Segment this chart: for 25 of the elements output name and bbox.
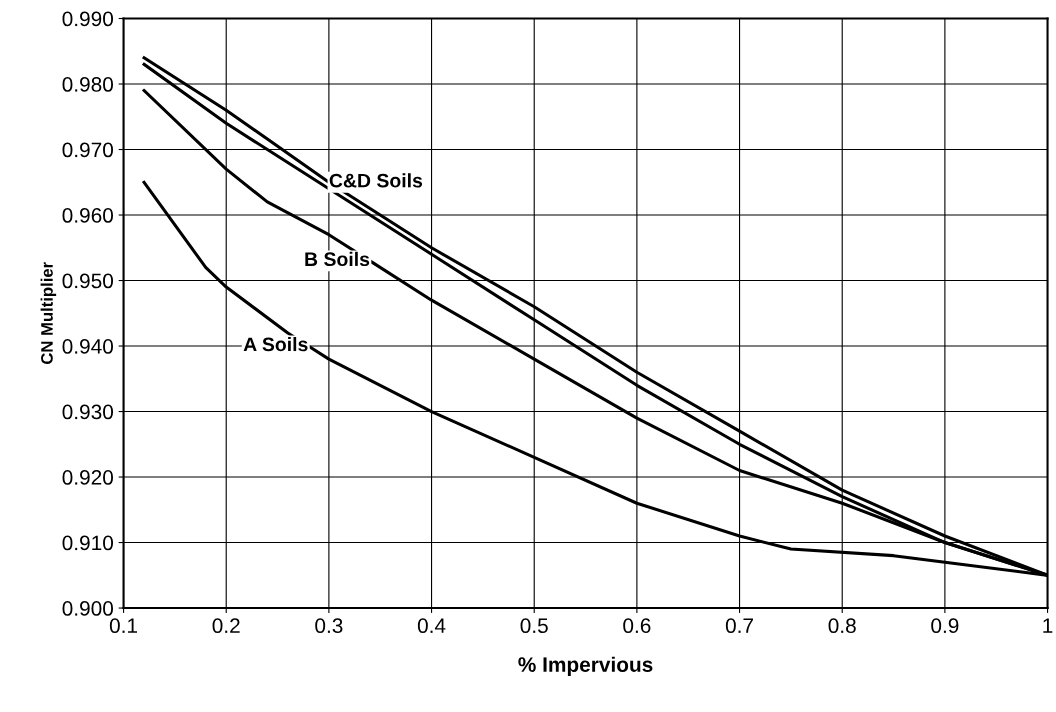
x-tick-label: 0.3 [315,618,343,634]
annotation: C&D Soils [329,173,423,188]
y-tick-label: 0.940 [62,339,114,354]
y-tick-label: 0.990 [62,11,114,27]
x-tick-label: 0.4 [417,618,446,634]
x-tick-label: 0.9 [931,618,959,634]
y-tick-label: 0.970 [62,142,114,158]
x-tick-label: 1 [1043,618,1053,633]
y-tick-label: 0.920 [62,470,114,485]
x-axis-title: % Impervious [518,656,653,677]
annotation: A Soils [243,336,308,352]
y-tick-label: 0.900 [62,601,114,616]
x-tick-label: 0.7 [725,618,753,634]
y-tick-label: 0.960 [62,208,114,223]
x-tick-label: 0.5 [520,618,548,634]
y-tick-label: 0.930 [62,404,114,420]
y-tick-label: 0.950 [62,273,114,289]
x-tick-label: 0.1 [109,618,138,634]
x-tick-label: 0.2 [212,618,240,634]
x-tick-label: 0.6 [623,618,651,634]
y-tick-label: 0.980 [62,77,114,92]
y-axis-title: CN Multiplier [40,262,57,364]
annotation: B Soils [305,251,370,267]
y-tick-label: 0.910 [62,535,114,551]
x-tick-label: 0.8 [828,618,856,634]
